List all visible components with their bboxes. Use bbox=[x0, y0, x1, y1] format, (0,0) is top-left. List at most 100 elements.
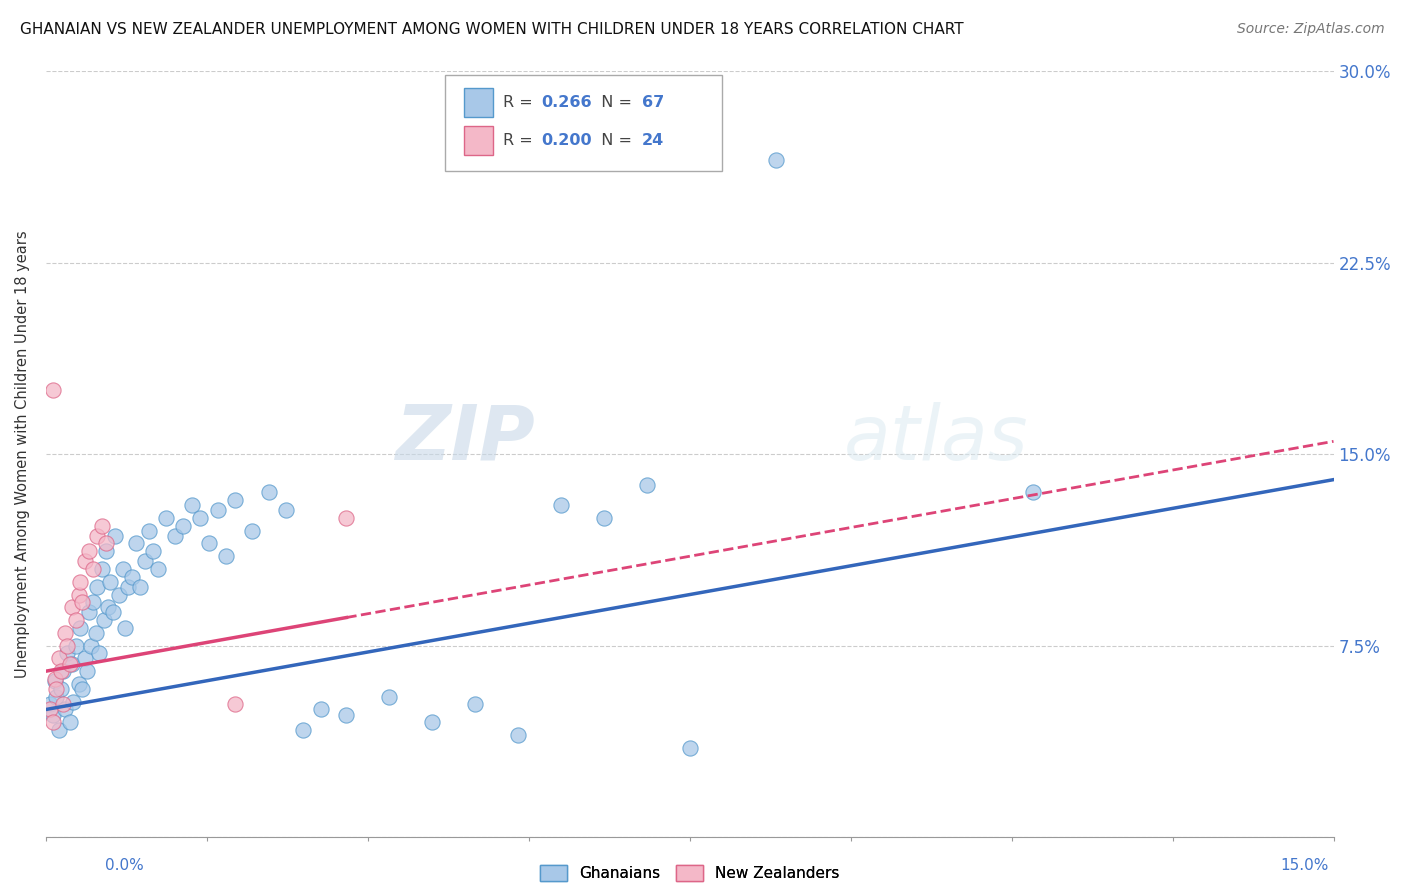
Point bbox=[464, 698, 486, 712]
Point bbox=[69, 621, 91, 635]
Point bbox=[52, 664, 75, 678]
Point bbox=[56, 646, 79, 660]
Text: N =: N = bbox=[591, 133, 637, 148]
Text: 24: 24 bbox=[643, 133, 665, 148]
Point bbox=[77, 544, 100, 558]
Point bbox=[42, 715, 65, 730]
Point bbox=[42, 384, 65, 398]
Point bbox=[93, 613, 115, 627]
Point bbox=[224, 493, 246, 508]
Point bbox=[76, 664, 98, 678]
Point bbox=[39, 702, 62, 716]
Point bbox=[82, 562, 104, 576]
FancyBboxPatch shape bbox=[446, 75, 721, 170]
Point bbox=[45, 690, 67, 704]
Point bbox=[73, 651, 96, 665]
Point bbox=[67, 677, 90, 691]
Point bbox=[69, 574, 91, 589]
FancyBboxPatch shape bbox=[464, 88, 492, 117]
Point bbox=[112, 562, 135, 576]
Point bbox=[276, 503, 298, 517]
Text: Source: ZipAtlas.com: Source: ZipAtlas.com bbox=[1237, 22, 1385, 37]
Point bbox=[335, 511, 357, 525]
Point bbox=[142, 544, 165, 558]
Point bbox=[172, 518, 194, 533]
Point bbox=[1022, 485, 1045, 500]
Point bbox=[60, 657, 83, 671]
Point bbox=[94, 544, 117, 558]
Point bbox=[39, 698, 62, 712]
Text: R =: R = bbox=[503, 95, 538, 110]
Text: 67: 67 bbox=[643, 95, 665, 110]
Point bbox=[51, 664, 73, 678]
Point bbox=[679, 740, 702, 755]
Point bbox=[207, 503, 229, 517]
Point bbox=[65, 639, 87, 653]
Text: GHANAIAN VS NEW ZEALANDER UNEMPLOYMENT AMONG WOMEN WITH CHILDREN UNDER 18 YEARS : GHANAIAN VS NEW ZEALANDER UNEMPLOYMENT A… bbox=[20, 22, 963, 37]
Point bbox=[45, 681, 67, 696]
Point bbox=[593, 511, 616, 525]
Point bbox=[48, 723, 70, 737]
Point bbox=[134, 554, 156, 568]
Text: N =: N = bbox=[591, 95, 637, 110]
Point bbox=[90, 518, 112, 533]
Text: 15.0%: 15.0% bbox=[1281, 858, 1329, 872]
Text: 0.200: 0.200 bbox=[541, 133, 592, 148]
Text: ZIP: ZIP bbox=[395, 401, 536, 475]
Point bbox=[180, 498, 202, 512]
Point bbox=[292, 723, 315, 737]
Point bbox=[146, 562, 169, 576]
Point bbox=[84, 625, 107, 640]
Point bbox=[73, 554, 96, 568]
Point bbox=[335, 707, 357, 722]
Point bbox=[79, 639, 101, 653]
Point bbox=[420, 715, 443, 730]
Point bbox=[240, 524, 263, 538]
Point bbox=[98, 574, 121, 589]
Point bbox=[53, 702, 76, 716]
Point bbox=[70, 681, 93, 696]
Point bbox=[52, 698, 75, 712]
Text: 0.266: 0.266 bbox=[541, 95, 592, 110]
Point bbox=[257, 485, 280, 500]
Point bbox=[44, 672, 66, 686]
Point bbox=[65, 613, 87, 627]
Point bbox=[97, 600, 120, 615]
Point bbox=[70, 595, 93, 609]
Point bbox=[163, 529, 186, 543]
Point bbox=[77, 606, 100, 620]
Point bbox=[550, 498, 572, 512]
Point bbox=[155, 511, 177, 525]
Point bbox=[42, 707, 65, 722]
Point bbox=[44, 674, 66, 689]
Point bbox=[101, 606, 124, 620]
Point bbox=[62, 695, 84, 709]
Point bbox=[90, 562, 112, 576]
Point bbox=[198, 536, 221, 550]
Text: R =: R = bbox=[503, 133, 538, 148]
Point bbox=[138, 524, 160, 538]
Point bbox=[114, 621, 136, 635]
Text: 0.0%: 0.0% bbox=[105, 858, 145, 872]
Point bbox=[82, 595, 104, 609]
Point bbox=[125, 536, 148, 550]
Point bbox=[506, 728, 529, 742]
Point bbox=[215, 549, 238, 564]
Point bbox=[86, 580, 108, 594]
Point bbox=[94, 536, 117, 550]
Point bbox=[67, 588, 90, 602]
Point bbox=[86, 529, 108, 543]
Point bbox=[108, 588, 131, 602]
Point bbox=[121, 570, 143, 584]
Point bbox=[89, 646, 111, 660]
Point bbox=[53, 625, 76, 640]
Point bbox=[129, 580, 152, 594]
Point bbox=[59, 657, 82, 671]
Point bbox=[48, 651, 70, 665]
Point bbox=[104, 529, 127, 543]
Point bbox=[765, 153, 787, 168]
Legend: Ghanaians, New Zealanders: Ghanaians, New Zealanders bbox=[533, 859, 846, 887]
Point bbox=[59, 715, 82, 730]
Point bbox=[117, 580, 139, 594]
Point bbox=[224, 698, 246, 712]
